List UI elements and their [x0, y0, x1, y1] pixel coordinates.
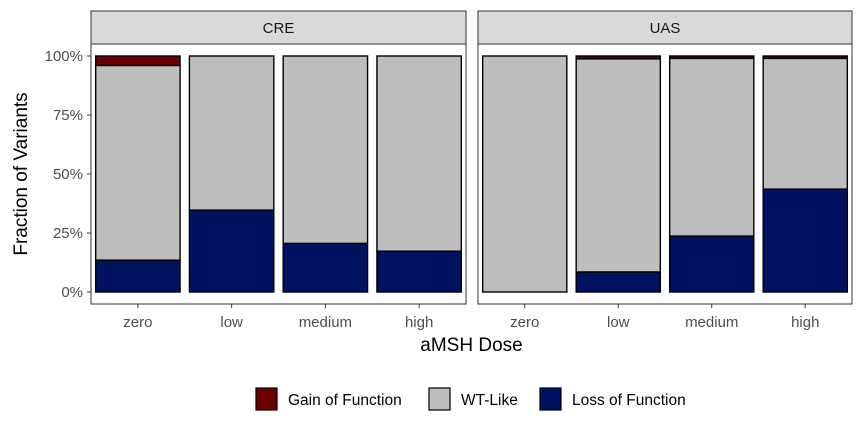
x-tick-label: high: [405, 314, 433, 331]
bar-segment-wt-like: [188, 55, 275, 211]
bar-segment-gain-of-function: [94, 55, 181, 67]
bar-segment-wt-like: [668, 57, 755, 237]
x-tick-label: low: [220, 314, 243, 331]
bar-segment-wt-like: [282, 55, 369, 245]
facet-title: CRE: [263, 20, 295, 37]
bar-segment-loss-of-function: [668, 235, 755, 293]
bar-segment-wt-like: [481, 55, 568, 293]
x-tick-label: high: [791, 314, 819, 331]
legend-label: Gain of Function: [288, 392, 402, 409]
facet-strip: [90, 10, 467, 45]
x-tick-label: medium: [299, 314, 352, 331]
bar-segment-loss-of-function: [575, 271, 662, 293]
x-tick-label: zero: [123, 314, 152, 331]
bar-segment-loss-of-function: [376, 250, 463, 293]
facet-strip: [477, 10, 853, 45]
x-tick-label: zero: [510, 314, 539, 331]
x-tick-label: low: [607, 314, 630, 331]
bar-segment-gain-of-function: [575, 55, 662, 60]
bar-segment-loss-of-function: [282, 242, 369, 293]
bar-segment-gain-of-function: [668, 55, 755, 60]
y-axis-title: Fraction of Variants: [11, 92, 32, 255]
panel-border: [477, 43, 853, 305]
bar-segment-wt-like: [94, 64, 181, 261]
bar-segment-loss-of-function: [94, 259, 181, 293]
facet-title: UAS: [650, 20, 681, 37]
bar-segment-loss-of-function: [762, 188, 849, 293]
bar-segment-loss-of-function: [188, 209, 275, 293]
y-tick-label: 25%: [53, 225, 83, 242]
bar-segment-wt-like: [762, 57, 849, 190]
bar-segment-wt-like: [376, 55, 463, 252]
legend-swatch: [428, 387, 451, 411]
bar-segment-wt-like: [575, 58, 662, 273]
x-tick-label: medium: [685, 314, 738, 331]
y-tick-label: 50%: [53, 166, 83, 183]
y-tick-label: 100%: [45, 48, 83, 65]
legend-swatch: [539, 387, 562, 411]
legend-label: WT-Like: [461, 392, 518, 409]
legend-swatch: [255, 387, 278, 411]
x-axis-title: aMSH Dose: [420, 335, 522, 356]
y-tick-label: 0%: [61, 284, 83, 301]
y-tick-label: 75%: [53, 107, 83, 124]
legend-label: Loss of Function: [572, 392, 686, 409]
bar-segment-gain-of-function: [762, 55, 849, 60]
